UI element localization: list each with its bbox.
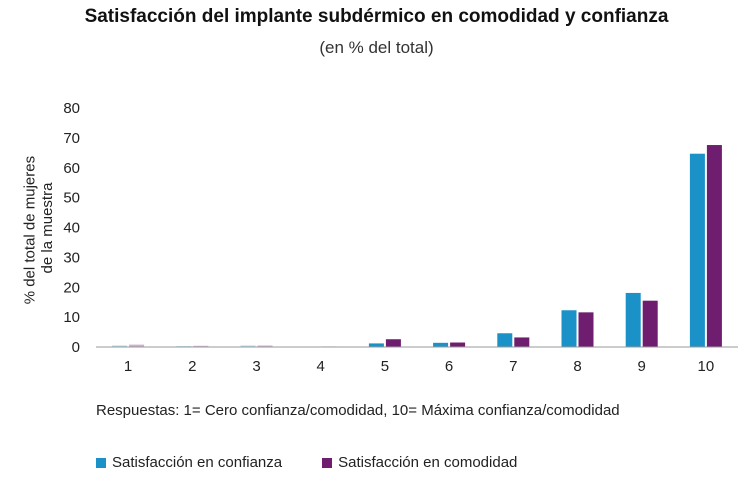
legend-item-comodidad: Satisfacción en comodidad <box>322 454 517 471</box>
chart-title: Satisfacción del implante subdérmico en … <box>84 6 669 27</box>
y-axis-label-line-1: % del total de mujeres <box>22 156 39 304</box>
x-tick-label: 8 <box>573 358 581 375</box>
legend-swatch-comodidad <box>322 457 333 468</box>
chart-subtitle: (en % del total) <box>319 38 434 57</box>
bar-confianza-9 <box>625 292 641 347</box>
x-tick-label: 4 <box>317 358 325 375</box>
y-tick-label: 30 <box>63 249 80 266</box>
x-tick-label: 6 <box>445 358 453 375</box>
y-tick-label: 70 <box>63 130 80 147</box>
legend: Satisfacción en confianza Satisfacción e… <box>96 454 517 471</box>
y-axis-label-line-2: de la muestra <box>39 182 56 274</box>
x-tick-label: 5 <box>381 358 389 375</box>
y-axis-label: % del total de mujeres de la muestra <box>22 152 56 305</box>
bar-confianza-6 <box>433 342 449 347</box>
bar-confianza-8 <box>561 310 577 347</box>
legend-item-confianza: Satisfacción en confianza <box>96 454 282 471</box>
y-tick-label: 50 <box>63 190 80 207</box>
y-tick-label: 10 <box>63 309 80 326</box>
responses-note: Respuestas: 1= Cero confianza/comodidad,… <box>96 402 620 419</box>
x-tick-label: 1 <box>124 358 132 375</box>
y-tick-label: 60 <box>63 160 80 177</box>
bar-confianza-7 <box>497 333 513 347</box>
legend-label-comodidad: Satisfacción en comodidad <box>338 454 518 471</box>
bar-comodidad-3 <box>257 345 273 347</box>
bar-comodidad-6 <box>450 342 466 347</box>
x-tick-label: 3 <box>252 358 260 375</box>
x-tick-label: 7 <box>509 358 517 375</box>
bar-comodidad-5 <box>385 339 401 347</box>
legend-label-confianza: Satisfacción en confianza <box>112 454 283 471</box>
bar-comodidad-9 <box>642 300 658 347</box>
x-tick-label: 2 <box>188 358 196 375</box>
bar-comodidad-7 <box>514 337 530 347</box>
bar-confianza-5 <box>368 343 384 347</box>
bar-confianza-10 <box>689 153 705 347</box>
bar-confianza-1 <box>112 345 128 347</box>
y-tick-label: 0 <box>72 339 80 356</box>
bar-comodidad-2 <box>193 345 209 347</box>
bar-comodidad-8 <box>578 312 594 347</box>
y-tick-label: 20 <box>63 279 80 296</box>
y-tick-label: 80 <box>63 100 80 117</box>
bar-comodidad-1 <box>129 344 145 347</box>
x-tick-label: 9 <box>638 358 646 375</box>
y-tick-label: 40 <box>63 220 80 237</box>
bar-confianza-3 <box>240 345 256 347</box>
x-tick-label: 10 <box>698 358 715 375</box>
legend-swatch-confianza <box>96 457 106 468</box>
bar-comodidad-10 <box>706 145 722 347</box>
